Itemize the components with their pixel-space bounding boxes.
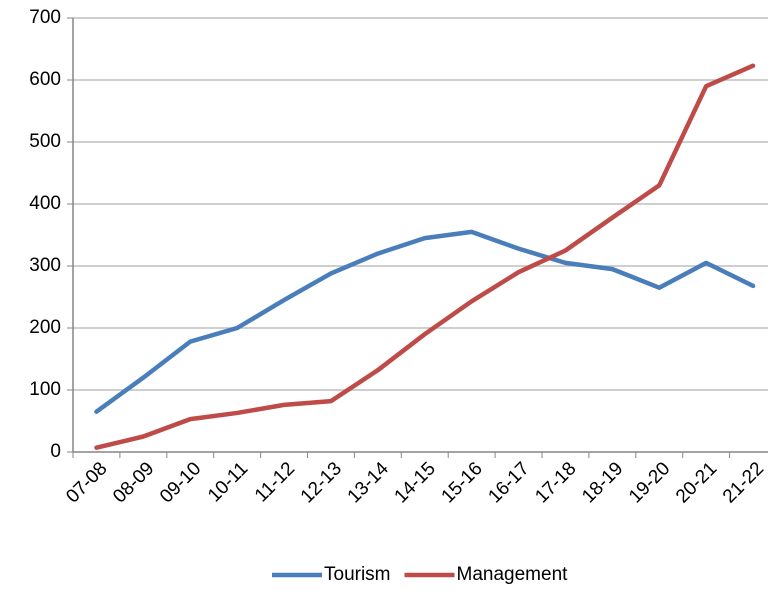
x-tick-label: 12-13 bbox=[297, 458, 346, 507]
x-tick-label: 14-15 bbox=[391, 458, 440, 507]
y-tick-label: 100 bbox=[29, 379, 61, 400]
y-tick-label: 300 bbox=[29, 255, 61, 276]
x-tick-label: 17-18 bbox=[531, 458, 580, 507]
y-tick-label: 700 bbox=[29, 7, 61, 28]
x-tick-label: 11-12 bbox=[251, 458, 299, 506]
x-tick-label: 21-22 bbox=[719, 458, 768, 507]
x-tick-label: 09-10 bbox=[156, 458, 205, 507]
x-tick-label: 18-19 bbox=[578, 458, 627, 507]
y-tick-label: 500 bbox=[29, 131, 61, 152]
y-tick-label: 400 bbox=[29, 193, 61, 214]
legend-label: Management bbox=[457, 564, 569, 585]
x-tick-label: 07-08 bbox=[62, 458, 111, 507]
y-tick-label: 600 bbox=[29, 69, 61, 90]
legend-label: Tourism bbox=[324, 564, 391, 585]
x-tick-label: 20-21 bbox=[672, 458, 721, 507]
series-line bbox=[94, 63, 756, 450]
x-tick-label: 15-16 bbox=[438, 458, 487, 507]
y-tick-label: 200 bbox=[29, 317, 61, 338]
x-tick-label: 08-09 bbox=[109, 458, 158, 507]
x-tick-label: 10-11 bbox=[204, 458, 252, 506]
x-tick-label: 16-17 bbox=[484, 458, 533, 507]
x-tick-label: 19-20 bbox=[625, 458, 674, 507]
y-tick-label: 0 bbox=[50, 441, 61, 462]
x-tick-label: 13-14 bbox=[344, 458, 394, 508]
series-line bbox=[94, 229, 756, 414]
